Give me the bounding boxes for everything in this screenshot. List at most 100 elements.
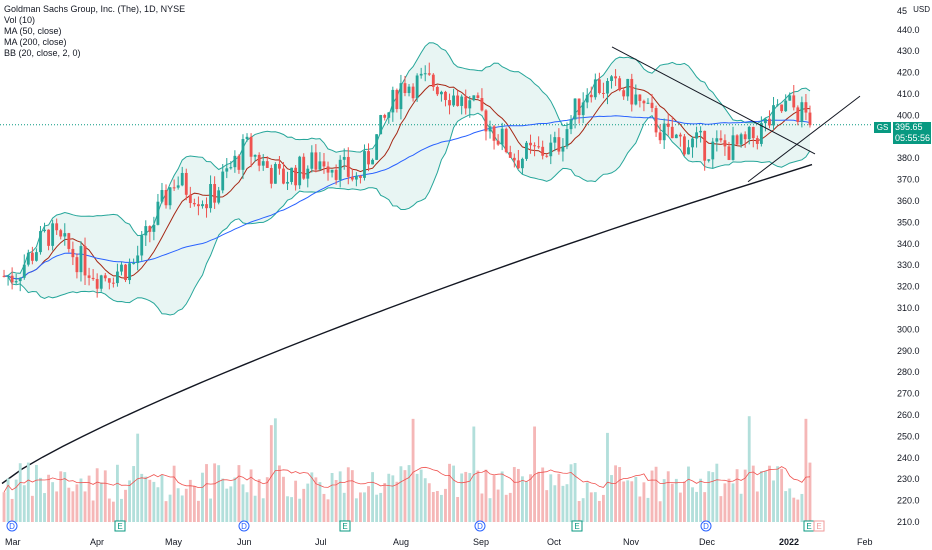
volume-bar	[387, 473, 391, 522]
volume-bar	[508, 492, 512, 522]
candle	[160, 182, 164, 204]
volume-bar	[419, 469, 423, 522]
candle-body	[654, 108, 658, 133]
trendline-upper	[611, 46, 816, 155]
volume-bar	[614, 465, 617, 522]
candle	[217, 186, 221, 205]
candle-body	[269, 167, 273, 184]
candle-body	[464, 96, 468, 109]
candle-body	[322, 161, 326, 167]
earnings-marker-upcoming[interactable]: E	[813, 520, 825, 532]
volume-bar	[326, 499, 330, 522]
candle	[711, 137, 715, 169]
candle	[379, 114, 383, 135]
dividend-marker[interactable]: D	[474, 520, 486, 532]
candle	[654, 105, 658, 137]
candle	[294, 165, 298, 191]
candle	[533, 142, 536, 157]
volume-bar	[496, 489, 500, 522]
earnings-marker[interactable]: E	[114, 520, 126, 532]
candle-body	[205, 204, 208, 209]
candle-body	[116, 271, 119, 284]
candle	[26, 249, 30, 267]
candle	[634, 84, 638, 106]
candle-body	[610, 76, 613, 82]
candle	[128, 258, 131, 285]
earnings-marker[interactable]: E	[571, 520, 583, 532]
earnings-marker[interactable]: E	[803, 520, 815, 532]
candle-body	[51, 223, 55, 246]
volume-bar	[557, 473, 561, 522]
candle-body	[472, 95, 476, 101]
candle	[541, 140, 545, 160]
candle-body	[768, 118, 771, 126]
y-tick-label: 250.0	[897, 431, 920, 441]
candle-body	[541, 146, 545, 156]
volume-bar	[804, 418, 808, 522]
candle-body	[136, 255, 140, 264]
candle	[521, 157, 524, 175]
volume-bar	[111, 501, 115, 522]
candle-body	[678, 134, 682, 137]
candle	[103, 272, 107, 282]
volume-bar	[585, 482, 589, 522]
volume-bar	[654, 466, 658, 522]
candle	[695, 126, 698, 148]
candle	[99, 274, 103, 292]
candle-body	[188, 194, 192, 204]
candle-body	[703, 130, 707, 161]
volume-bar	[549, 474, 553, 522]
volume-bar	[124, 489, 127, 522]
dividend-marker[interactable]: D	[700, 520, 712, 532]
candle	[472, 95, 476, 102]
candle-body	[411, 86, 415, 99]
candle-body	[666, 123, 670, 127]
volume-bar	[626, 480, 630, 522]
candle	[55, 218, 59, 235]
volume-bar	[233, 477, 237, 522]
candle	[35, 248, 38, 262]
volume-bar	[103, 470, 107, 522]
candle-body	[367, 151, 370, 165]
candle	[484, 109, 488, 141]
candle-body	[759, 123, 763, 144]
volume-bar	[338, 471, 342, 522]
candle-body	[780, 104, 784, 112]
volume-bar	[375, 494, 379, 522]
candle-body	[111, 282, 115, 284]
candle-body	[751, 126, 755, 139]
candle-body	[148, 226, 152, 232]
candle	[589, 86, 593, 103]
volume-bar	[565, 484, 569, 522]
candle-body	[87, 275, 91, 278]
candle-body	[253, 154, 257, 157]
volume-bar	[322, 493, 326, 522]
candle	[444, 90, 447, 107]
dividend-marker[interactable]: D	[6, 520, 18, 532]
candle	[768, 110, 771, 129]
candle	[504, 127, 508, 154]
candle-body	[229, 167, 233, 169]
candle-body	[735, 135, 739, 145]
candle	[338, 155, 342, 188]
volume-bar	[245, 492, 249, 522]
volume-bar	[602, 494, 605, 522]
volume-bar	[691, 487, 694, 522]
candle-body	[719, 138, 723, 141]
volume-bar	[294, 480, 298, 522]
candle-body	[359, 175, 362, 178]
volume-bar	[468, 472, 472, 522]
volume-bar	[395, 481, 399, 522]
candle-body	[500, 128, 504, 145]
candle-body	[448, 100, 451, 106]
candle-body	[553, 137, 557, 143]
volume-bar	[723, 483, 727, 522]
volume-bar	[678, 492, 682, 522]
volume-bar	[249, 469, 253, 522]
volume-bar	[593, 492, 597, 522]
dividend-marker[interactable]: D	[238, 520, 250, 532]
candle	[796, 105, 800, 126]
candle	[662, 118, 666, 149]
earnings-marker[interactable]: E	[339, 520, 351, 532]
